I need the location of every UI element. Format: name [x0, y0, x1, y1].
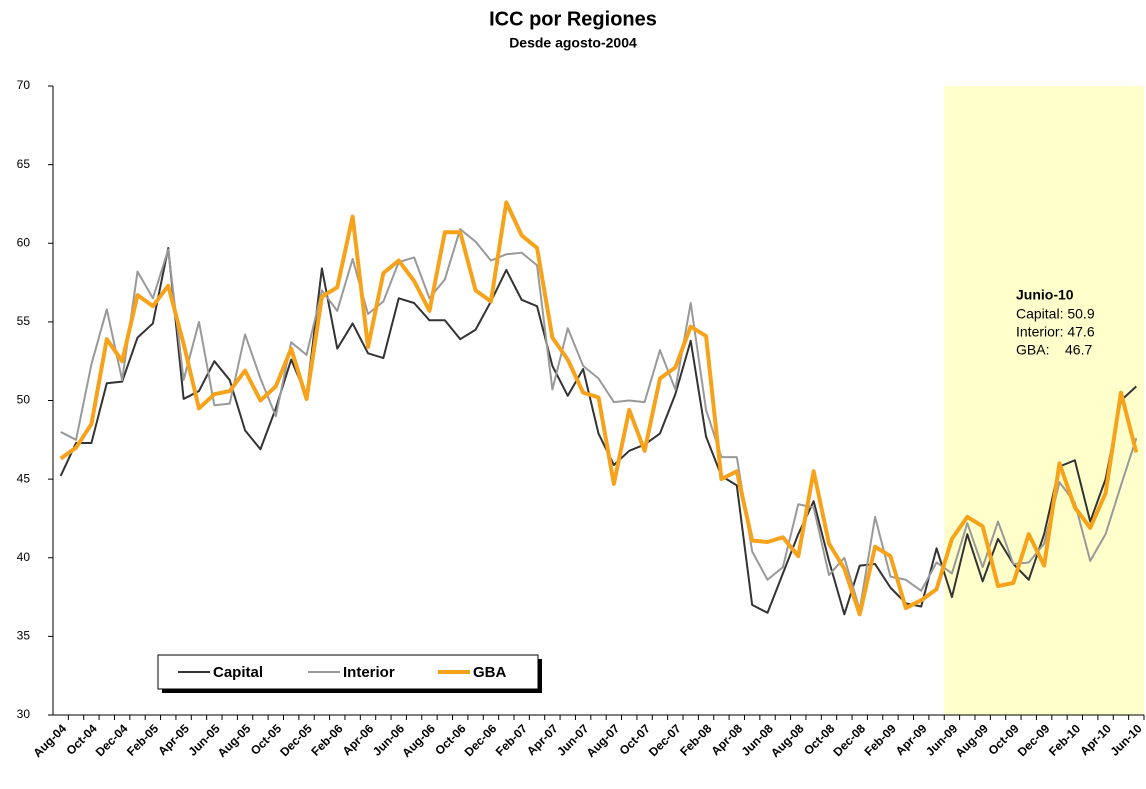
- x-tick-label: Apr-07: [524, 721, 561, 758]
- annotation-line: GBA: 46.7: [1016, 342, 1092, 358]
- x-tick-label: Aug-07: [584, 721, 623, 760]
- series-line: [60, 228, 1138, 611]
- x-tick-label: Dec-09: [1015, 721, 1053, 759]
- y-tick-label: 50: [17, 393, 31, 407]
- y-tick-label: 35: [17, 629, 31, 643]
- y-tick-label: 45: [17, 471, 31, 485]
- series-line: [59, 200, 1139, 617]
- x-tick-label: Jun-10: [1107, 721, 1144, 758]
- x-tick-label: Feb-09: [862, 721, 899, 758]
- x-tick-label: Dec-08: [830, 721, 868, 759]
- legend-label: GBA: [473, 664, 507, 681]
- y-tick-label: 40: [17, 550, 31, 564]
- y-tick-label: 55: [17, 314, 31, 328]
- x-tick-label: Feb-06: [308, 721, 345, 758]
- x-tick-label: Dec-04: [93, 721, 131, 759]
- chart-subtitle: Desde agosto-2004: [509, 35, 637, 51]
- x-tick-label: Apr-08: [708, 721, 745, 758]
- x-tick-label: Apr-10: [1077, 721, 1114, 758]
- x-tick-label: Apr-05: [155, 721, 192, 758]
- x-tick-label: Feb-05: [124, 721, 161, 758]
- annotation-title: Junio-10: [1016, 287, 1074, 303]
- x-tick-label: Feb-07: [493, 721, 530, 758]
- y-tick-label: 70: [17, 78, 31, 92]
- x-tick-label: Aug-09: [952, 721, 991, 760]
- x-tick-label: Aug-08: [768, 721, 807, 760]
- x-tick-label: Aug-04: [30, 721, 69, 760]
- x-tick-label: Dec-05: [277, 721, 315, 759]
- x-tick-label: Dec-06: [462, 721, 500, 759]
- x-tick-label: Aug-06: [399, 721, 438, 760]
- y-tick-label: 65: [17, 157, 31, 171]
- x-tick-label: Dec-07: [646, 721, 684, 759]
- x-tick-label: Feb-08: [677, 721, 714, 758]
- series-line: [59, 246, 1137, 616]
- legend-label: Interior: [343, 664, 395, 681]
- x-tick-label: Apr-06: [340, 721, 377, 758]
- x-tick-label: Aug-05: [215, 721, 254, 760]
- x-tick-label: Feb-10: [1046, 721, 1083, 758]
- y-tick-label: 60: [17, 235, 31, 249]
- annotation-line: Interior: 47.6: [1016, 324, 1095, 340]
- y-tick-label: 30: [17, 707, 31, 721]
- annotation-line: Capital: 50.9: [1016, 306, 1095, 322]
- legend: [157, 654, 539, 690]
- legend-label: Capital: [213, 664, 263, 681]
- chart-title: ICC por Regiones: [489, 8, 657, 30]
- highlight-region: [944, 86, 1144, 715]
- x-tick-label: Apr-09: [893, 721, 930, 758]
